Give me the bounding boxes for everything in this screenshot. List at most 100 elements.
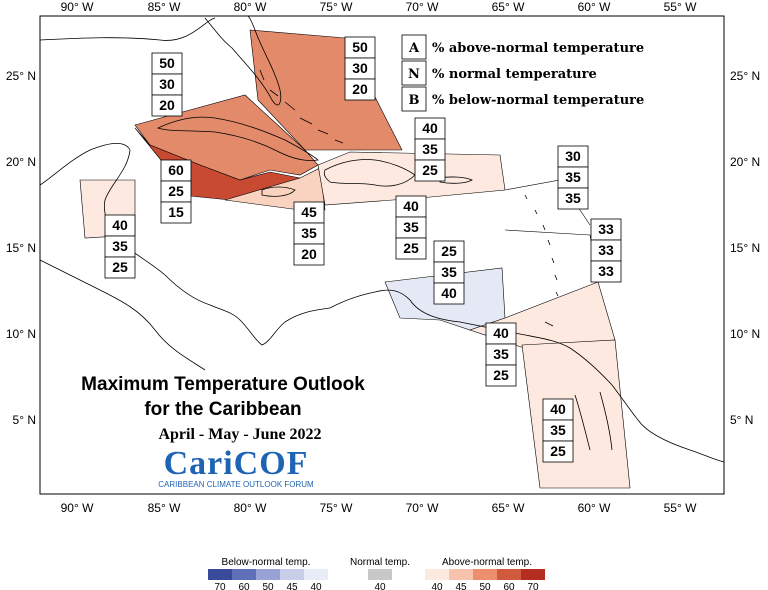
colorbar-above-tick: 50 (479, 582, 491, 590)
probability-box-windwards: 33 33 33 (590, 218, 622, 283)
probability-box-trinidad: 40 35 25 (485, 322, 517, 387)
probability-normal: 35 (403, 219, 419, 235)
probability-normal: 35 (301, 225, 317, 241)
probability-cell (542, 440, 574, 463)
probability-below: 20 (159, 97, 175, 113)
colorbar-below: 70 60 50 45 40 (208, 569, 328, 590)
lon-label-top: 90° W (61, 0, 94, 14)
colorbar-below-swatch (280, 569, 304, 580)
key-a-letter: A (408, 41, 420, 56)
lon-ticks: 90° W 85° W 80° W 75° W 70° W 65° W 60° … (61, 0, 697, 515)
lon-label-bottom: 75° W (320, 501, 353, 515)
probability-above: 40 (422, 120, 438, 136)
probability-below: 20 (352, 81, 368, 97)
probability-cell (151, 94, 183, 117)
lat-label-left: 10° N (6, 327, 36, 341)
colorbar-above: 40 45 50 60 70 (425, 569, 545, 590)
region-cayman (134, 127, 301, 201)
lon-label-top: 85° W (148, 0, 181, 14)
probability-normal: 35 (565, 169, 581, 185)
colorbar-above-swatch (425, 569, 449, 580)
probability-cell (485, 364, 517, 387)
probability-above: 30 (565, 148, 581, 164)
colorbar-above-tick: 70 (527, 582, 539, 590)
caricof-tagline: CARIBBEAN CLIMATE OUTLOOK FORUM (158, 480, 314, 489)
probability-normal: 30 (352, 60, 368, 76)
probability-box-belize: 40 35 25 (104, 214, 136, 279)
colorbar-above-swatch (473, 569, 497, 580)
title-line-1: Maximum Temperature Outlook (81, 374, 365, 395)
probability-cell (395, 237, 427, 260)
colorbar-below-tick: 70 (214, 582, 226, 590)
probability-cell (293, 243, 325, 266)
colorbar-below-tick: 60 (238, 582, 250, 590)
lat-label-left: 20° N (6, 155, 36, 169)
probability-below: 15 (168, 204, 184, 220)
probability-cell (557, 187, 589, 210)
lat-label-right: 10° N (730, 327, 760, 341)
colorbar-above-swatch (497, 569, 521, 580)
probability-below: 35 (565, 190, 581, 206)
colorbar-above-tick: 45 (455, 582, 467, 590)
lat-label-right: 5° N (730, 413, 753, 427)
lon-label-top: 60° W (578, 0, 611, 14)
lat-label-right: 20° N (730, 155, 760, 169)
probability-below: 25 (112, 259, 128, 275)
probability-cell (344, 78, 376, 101)
colorbar-below-title: Below-normal temp. (222, 557, 311, 568)
colorbar-below-swatch (232, 569, 256, 580)
probability-above: 25 (441, 243, 457, 259)
lon-label-top: 80° W (234, 0, 267, 14)
title-line-2: for the Caribbean (144, 399, 301, 420)
probability-normal: 35 (550, 422, 566, 438)
probability-box-hispaniola_south: 40 35 25 (395, 195, 427, 260)
probability-above: 33 (598, 221, 614, 237)
probability-box-cayman: 60 25 15 (160, 159, 192, 224)
probability-above: 50 (352, 39, 368, 55)
probability-box-abc: 25 35 40 (433, 240, 465, 305)
colorbar-below-tick: 40 (310, 582, 322, 590)
colorbar-above-tick: 40 (431, 582, 443, 590)
probability-above: 40 (493, 325, 509, 341)
coastlines (39, 15, 725, 463)
probability-below: 25 (493, 367, 509, 383)
probability-above: 40 (112, 217, 128, 233)
probability-cell (104, 256, 136, 279)
lat-label-right: 15° N (730, 241, 760, 255)
probability-boxes: 50 30 20 50 30 20 60 25 15 40 35 25 45 35 20 40 35 25 40 35… (104, 36, 622, 463)
probability-normal: 33 (598, 242, 614, 258)
lat-ticks: 25° N 20° N 15° N 10° N 5° N 25° N 20° N… (6, 69, 760, 427)
lat-label-left: 5° N (13, 413, 36, 427)
probability-box-guianas: 40 35 25 (542, 398, 574, 463)
probability-cell (160, 201, 192, 224)
probability-above: 45 (301, 204, 317, 220)
colorbar-normal-tick: 40 (374, 582, 386, 590)
probability-below: 25 (550, 443, 566, 459)
lat-label-right: 25° N (730, 69, 760, 83)
lon-label-bottom: 80° W (234, 501, 267, 515)
region-guianas (521, 339, 631, 489)
probability-below: 40 (441, 285, 457, 301)
probability-above: 50 (159, 55, 175, 71)
lon-label-bottom: 65° W (492, 501, 525, 515)
probability-normal: 35 (112, 238, 128, 254)
lat-label-left: 25° N (6, 69, 36, 83)
probability-cell (414, 159, 446, 182)
key-b-text: % below-normal temperature (432, 93, 644, 108)
lon-label-top: 65° W (492, 0, 525, 14)
probability-above: 60 (168, 162, 184, 178)
caricof-logo: CariCOF (164, 445, 309, 482)
probability-normal: 35 (422, 141, 438, 157)
probability-box-cuba: 50 30 20 (151, 52, 183, 117)
colorbar-below-swatch (304, 569, 328, 580)
lon-label-bottom: 60° W (578, 501, 611, 515)
colorbar-normal-title: Normal temp. (350, 557, 410, 568)
lon-label-bottom: 85° W (148, 501, 181, 515)
probability-above: 40 (550, 401, 566, 417)
colorbar: Below-normal temp. 70 60 50 45 40 Normal tem… (208, 557, 545, 590)
colorbar-above-tick: 60 (503, 582, 515, 590)
colorbar-below-swatch (256, 569, 280, 580)
colorbar-below-tick: 50 (262, 582, 274, 590)
probability-normal: 35 (441, 264, 457, 280)
lon-label-bottom: 90° W (61, 501, 94, 515)
